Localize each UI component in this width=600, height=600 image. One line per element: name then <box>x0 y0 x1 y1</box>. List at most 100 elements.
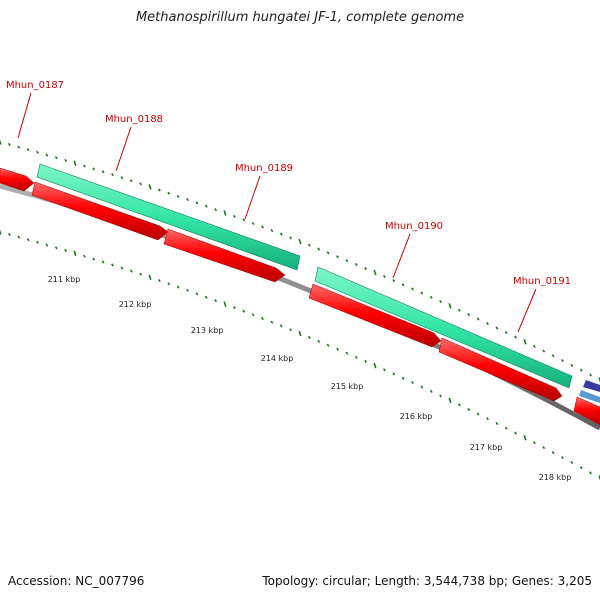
lower-tick <box>214 299 218 303</box>
upper-tick <box>448 303 452 309</box>
lower-tick <box>251 313 255 317</box>
upper-tick <box>486 321 489 326</box>
lower-tick <box>129 269 133 273</box>
lower-tick <box>364 359 368 363</box>
upper-tick <box>195 201 199 205</box>
upper-tick <box>392 279 396 283</box>
genome-backbone <box>0 183 600 431</box>
lower-tick <box>373 362 377 369</box>
lower-tick <box>270 320 274 324</box>
upper-tick-marks <box>0 139 600 383</box>
lower-tick <box>429 389 433 393</box>
upper-tick <box>289 236 293 240</box>
lower-tick <box>167 282 171 286</box>
cds-feature-0188 <box>31 181 169 241</box>
upper-tick <box>92 167 96 171</box>
upper-tick <box>523 338 527 345</box>
upper-tick <box>214 208 218 212</box>
lower-tick <box>186 288 189 292</box>
lower-tick <box>382 368 386 372</box>
leader-0189 <box>244 175 261 220</box>
scale-label-214: 214 kbp <box>261 354 294 363</box>
lower-tick <box>411 381 414 385</box>
lower-tick <box>486 417 489 421</box>
lower-tick <box>242 309 246 313</box>
cds-feature-0187 <box>0 167 35 192</box>
upper-tick <box>111 173 114 177</box>
lower-tick <box>439 394 443 398</box>
lower-tick <box>17 235 21 239</box>
label-leaders <box>17 92 537 333</box>
upper-tick <box>139 182 143 186</box>
upper-tick <box>232 214 236 218</box>
upper-tick <box>298 238 302 245</box>
other-feature-lightblue <box>579 390 600 403</box>
scale-label-217: 217 kbp <box>470 443 503 452</box>
upper-tick <box>476 317 480 321</box>
lower-tick <box>467 407 471 412</box>
lower-tick <box>148 274 152 281</box>
upper-tick <box>570 363 574 367</box>
upper-tick <box>467 313 471 317</box>
upper-tick <box>36 150 39 154</box>
gene-track <box>36 163 573 389</box>
scale-label-216: 216 kbp <box>400 412 433 421</box>
lower-tick <box>307 335 311 339</box>
lower-tick <box>261 316 264 321</box>
lower-tick <box>223 301 227 307</box>
lower-tick <box>0 229 2 235</box>
lower-tick <box>542 446 546 450</box>
lower-tick-marks <box>0 229 600 481</box>
gene-feature-0190 <box>314 266 573 389</box>
scale-label-213: 213 kbp <box>191 326 224 335</box>
lower-tick <box>54 246 58 250</box>
gene-label-0190: Mhun_0190 <box>385 221 443 232</box>
upper-tick <box>336 255 339 259</box>
upper-tick <box>364 266 368 271</box>
lower-tick <box>45 243 49 247</box>
lower-tick <box>514 431 518 435</box>
lower-tick <box>401 376 405 380</box>
upper-tick <box>551 354 555 358</box>
lower-tick <box>157 279 161 283</box>
lower-tick <box>92 257 96 261</box>
upper-tick <box>54 156 58 160</box>
cds-feature-0189 <box>163 228 286 283</box>
upper-tick <box>167 191 171 195</box>
upper-tick <box>186 198 189 202</box>
lower-tick <box>457 403 461 407</box>
lower-tick <box>598 475 600 481</box>
lower-tick <box>561 456 564 460</box>
lower-tick <box>354 355 358 359</box>
gene-feature-0188 <box>36 163 301 271</box>
upper-tick <box>26 148 30 152</box>
upper-tick <box>204 204 208 208</box>
lower-tick <box>317 339 321 343</box>
lower-tick <box>298 330 302 337</box>
upper-tick <box>542 349 546 353</box>
lower-tick <box>64 248 68 253</box>
leader-0190 <box>392 233 411 279</box>
gene-label-0191: Mhun_0191 <box>513 276 571 287</box>
upper-tick <box>157 188 161 192</box>
lower-tick <box>579 466 583 470</box>
upper-tick <box>382 274 386 279</box>
lower-tick <box>448 397 452 404</box>
upper-tick <box>420 291 424 295</box>
upper-tick <box>317 247 321 251</box>
upper-tick <box>429 295 433 299</box>
lower-tick <box>326 343 330 347</box>
gene-label-0188: Mhun_0188 <box>105 114 163 125</box>
upper-tick <box>354 262 358 267</box>
upper-tick <box>401 283 405 287</box>
upper-tick <box>504 330 508 335</box>
scale-label-211: 211 kbp <box>48 275 81 284</box>
cds-feature-0190 <box>308 283 442 348</box>
scale-label-218: 218 kbp <box>539 473 572 482</box>
upper-tick <box>176 194 180 198</box>
lower-tick <box>26 238 30 242</box>
upper-tick <box>579 368 583 372</box>
accession-text: Accession: NC_007796 <box>8 574 145 588</box>
lower-tick <box>139 272 143 276</box>
